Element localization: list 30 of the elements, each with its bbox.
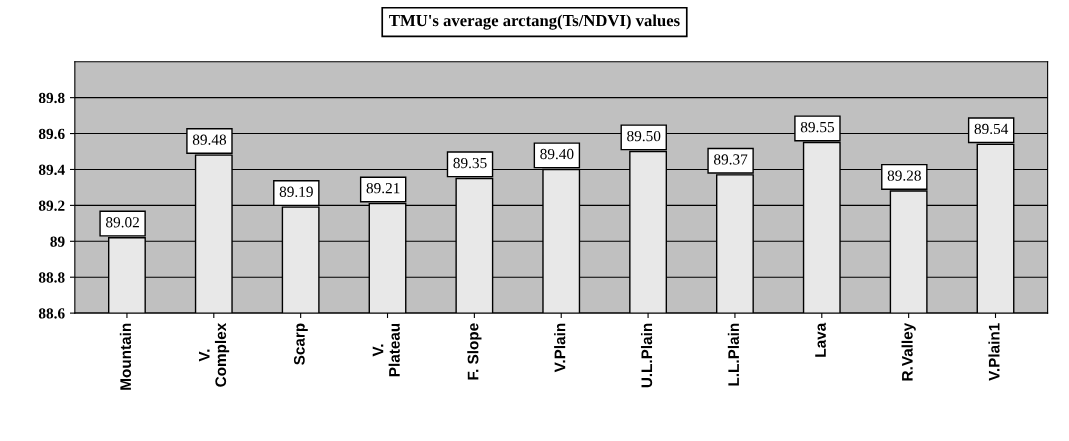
y-tick-label: 89.8	[38, 92, 65, 104]
x-tick-label: V. Complex	[199, 322, 230, 387]
data-label: 89.48	[192, 134, 227, 145]
x-tick-label: Lava	[815, 322, 826, 357]
chart-title: TMU's average arctang(Ts/NDVI) values	[389, 14, 680, 30]
x-tick-label: L.L.Plain	[727, 323, 740, 386]
data-label: 89.35	[453, 157, 487, 169]
y-tick-label: 89.4	[38, 164, 65, 175]
x-tick-label: V.Plain1	[988, 323, 1000, 381]
data-label: 89.21	[366, 182, 400, 194]
x-tick-label: Mountain	[119, 323, 132, 390]
x-tick-label: V. Plateau	[372, 323, 400, 377]
y-tick-label: 88.6	[38, 308, 65, 319]
y-tick-label: 89	[50, 236, 65, 247]
y-tick-label: 89.6	[38, 128, 65, 140]
data-label: 89.50	[627, 130, 661, 142]
x-tick-label: V.Plain	[554, 323, 566, 373]
data-label: 89.55	[800, 121, 835, 133]
data-label: 89.28	[887, 170, 921, 181]
x-tick-label: R.Valley	[901, 322, 916, 381]
data-label: 89.54	[974, 123, 1009, 135]
y-tick-label: 88.8	[38, 272, 65, 283]
x-tick-label: F. Slope	[467, 323, 482, 380]
data-label: 89.02	[106, 217, 139, 228]
data-label: 89.40	[540, 148, 574, 160]
y-tick-label: 89.2	[38, 200, 65, 211]
data-label: 89.37	[713, 154, 748, 165]
data-label: 89.19	[279, 186, 313, 197]
x-tick-label: Scarp	[293, 323, 308, 365]
x-tick-label: U.L.Plain	[640, 323, 653, 388]
